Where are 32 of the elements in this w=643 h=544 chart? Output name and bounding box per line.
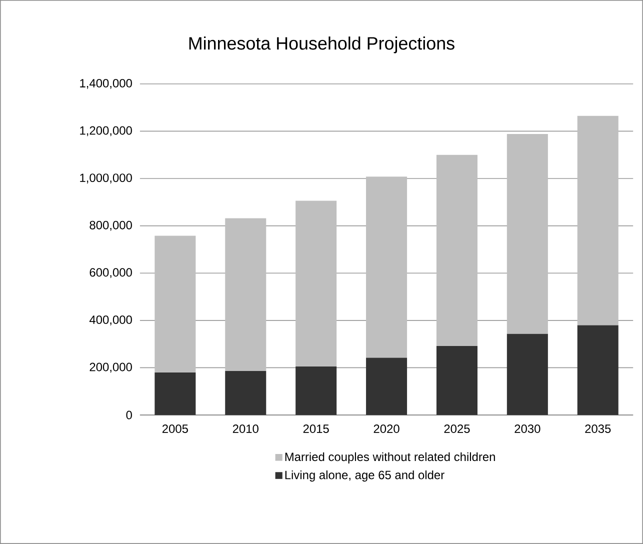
bar [577, 116, 618, 326]
y-tick-label: 200,000 [90, 362, 132, 373]
bar [577, 325, 618, 416]
y-tick-label: 600,000 [90, 268, 132, 278]
x-tick-label: 2020 [374, 424, 400, 434]
bar [506, 134, 548, 334]
bar [225, 218, 266, 372]
bar [154, 372, 196, 416]
bar [366, 176, 408, 358]
bar [436, 346, 478, 416]
bar [366, 358, 408, 416]
y-tick-label: 1,200,000 [80, 126, 132, 136]
bar [154, 236, 196, 372]
y-tick-label: 1,000,000 [80, 174, 132, 184]
x-tick-label: 2030 [514, 424, 540, 434]
x-tick-label: 2035 [585, 424, 611, 434]
bar [296, 200, 337, 367]
bar [506, 334, 548, 416]
x-tick-label: 2015 [303, 424, 329, 434]
x-tick-label: 2025 [444, 424, 470, 434]
legend-label: Married couples without related children [285, 452, 495, 464]
legend-label: Living alone, age 65 and older [285, 470, 444, 482]
x-tick-label: 2010 [232, 424, 258, 434]
bar [296, 366, 337, 416]
bar [225, 371, 266, 416]
y-tick-label: 800,000 [90, 220, 132, 231]
bar [436, 154, 478, 346]
chart-title: Minnesota Household Projections [189, 36, 454, 54]
y-tick-label: 400,000 [89, 315, 132, 326]
y-tick-label: 1,400,000 [80, 78, 132, 89]
x-tick-label: 2005 [162, 424, 188, 434]
y-tick-label: 0 [126, 410, 132, 420]
